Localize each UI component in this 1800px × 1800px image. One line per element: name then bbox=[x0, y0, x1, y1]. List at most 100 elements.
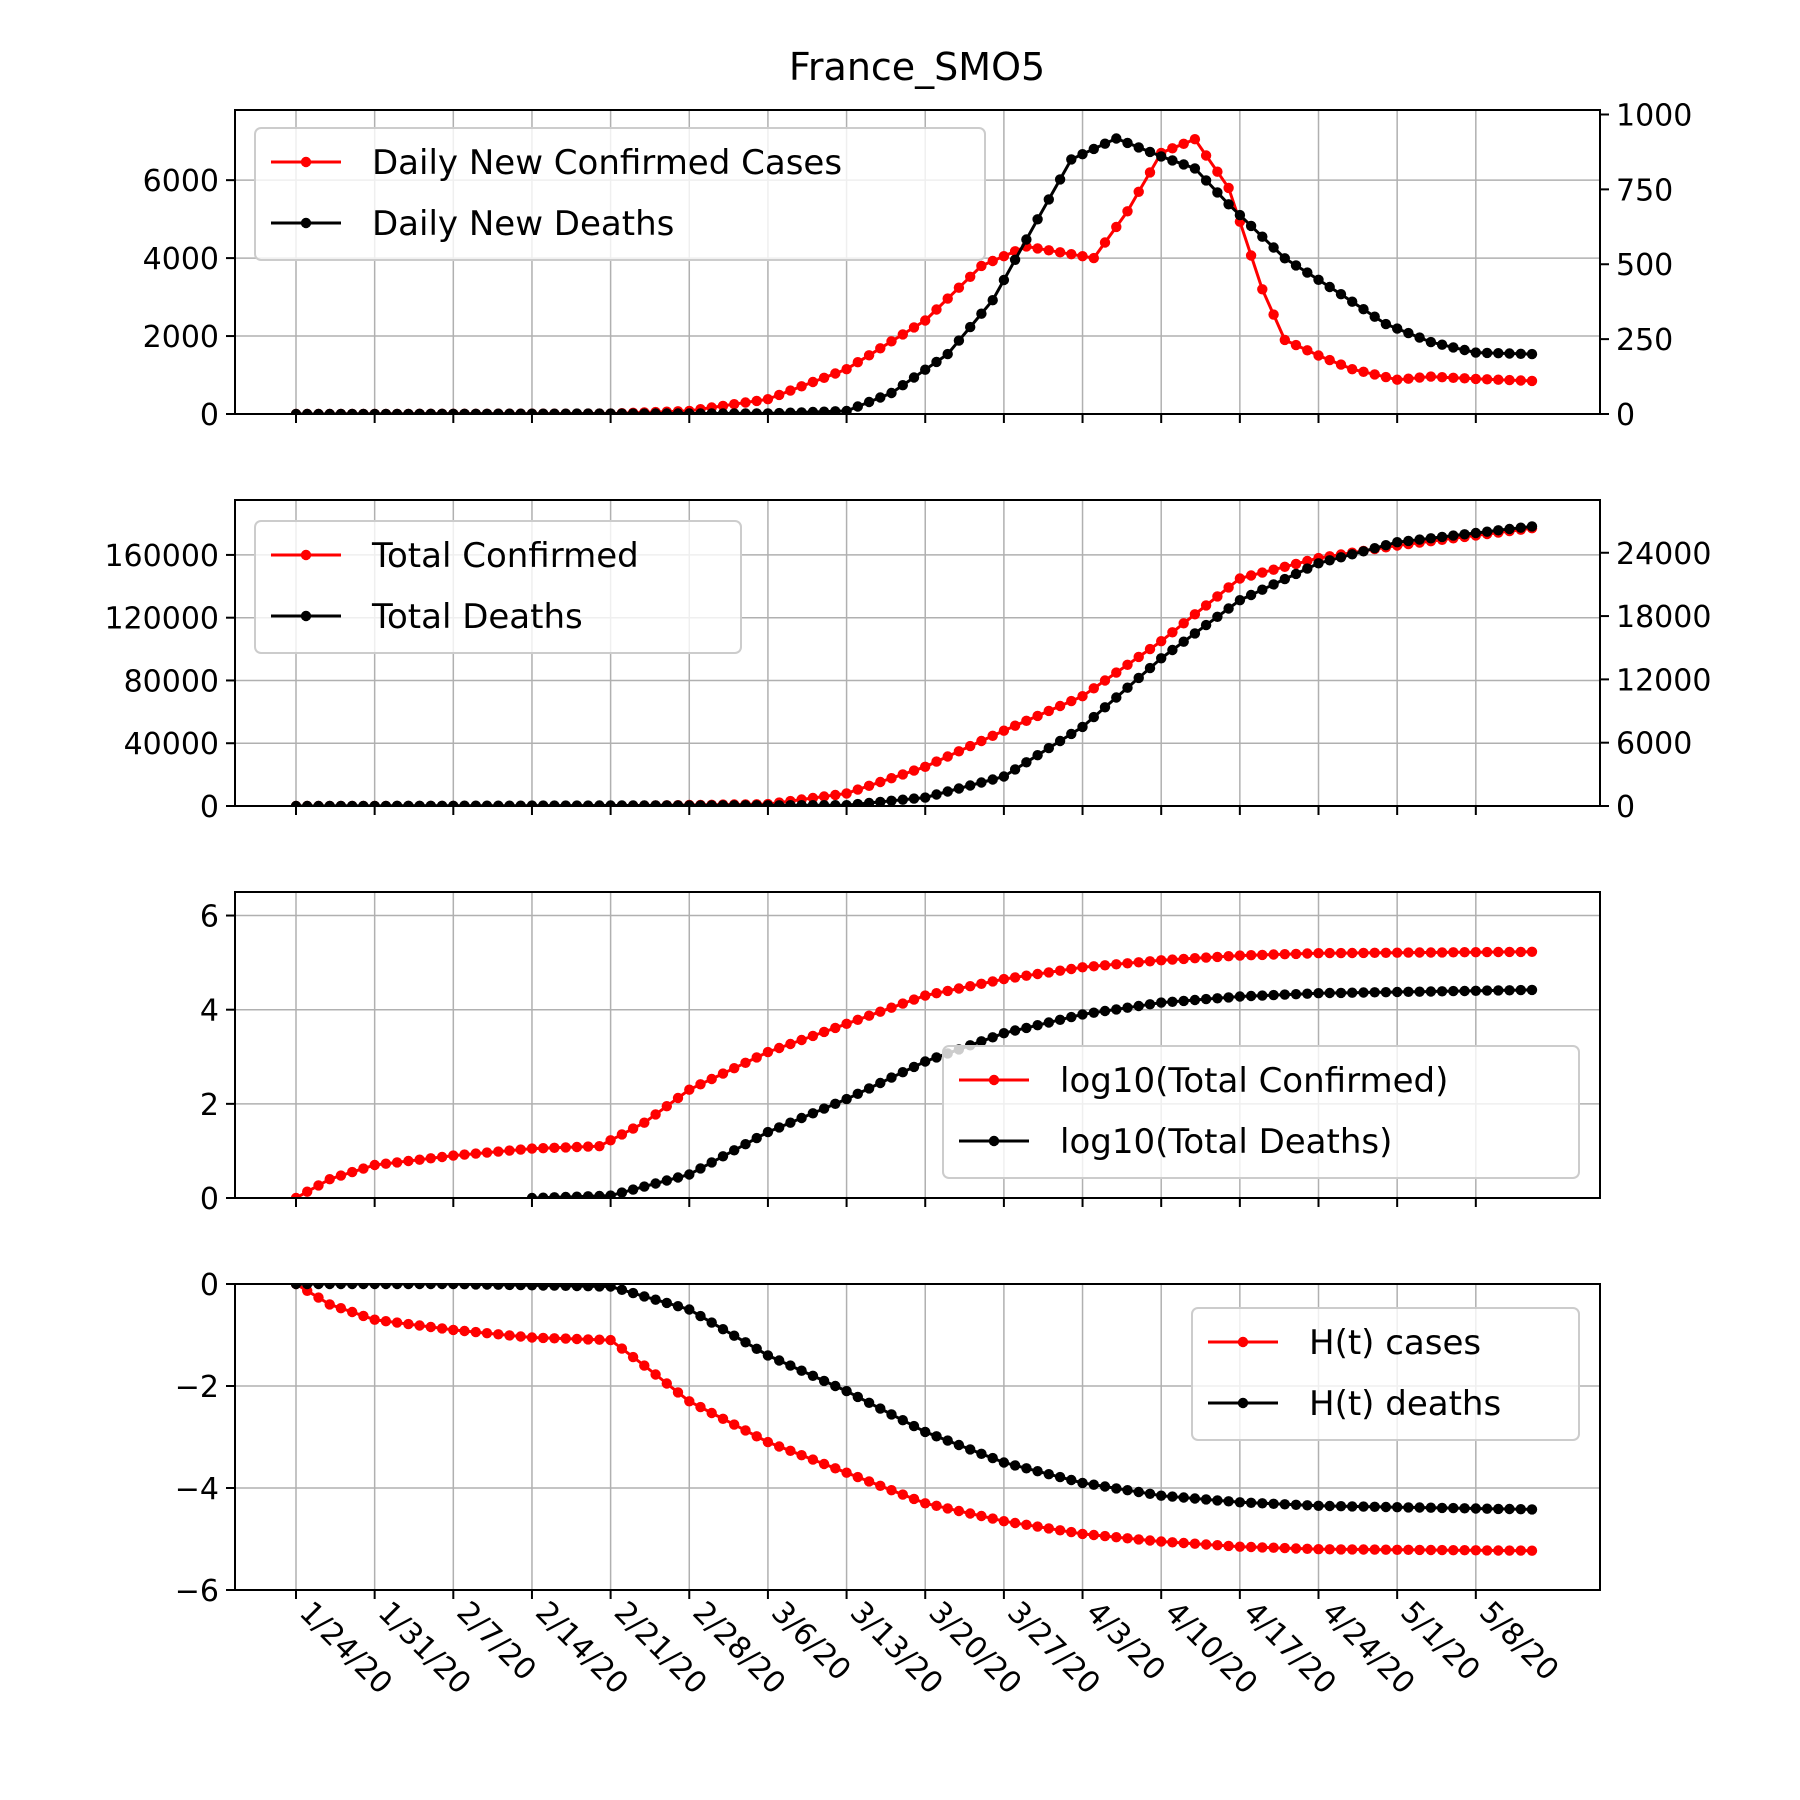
data-point bbox=[470, 1148, 481, 1159]
data-point bbox=[1481, 526, 1493, 537]
data-point bbox=[1403, 327, 1414, 339]
data-point bbox=[1077, 149, 1088, 160]
data-point bbox=[627, 1287, 639, 1299]
data-point bbox=[1279, 949, 1291, 960]
data-point bbox=[1414, 534, 1425, 545]
data-point bbox=[1043, 742, 1055, 754]
data-point bbox=[740, 408, 751, 414]
data-point bbox=[1493, 525, 1504, 536]
data-point bbox=[1436, 986, 1448, 997]
data-point bbox=[1088, 1479, 1100, 1490]
data-point bbox=[1189, 609, 1201, 620]
legend: Daily New Confirmed Cases Daily New Death… bbox=[254, 127, 986, 261]
data-point bbox=[1043, 245, 1055, 256]
data-point bbox=[369, 1314, 380, 1325]
data-point bbox=[1021, 715, 1032, 726]
data-point bbox=[1481, 374, 1493, 385]
data-point bbox=[1414, 372, 1425, 383]
y2-tick-label: 24000 bbox=[1616, 537, 1711, 572]
data-point bbox=[1178, 1492, 1189, 1503]
data-point bbox=[1077, 1528, 1088, 1540]
data-point bbox=[425, 1321, 436, 1333]
data-point bbox=[751, 1431, 762, 1442]
data-point bbox=[875, 796, 886, 806]
data-point bbox=[515, 800, 526, 806]
data-point bbox=[1493, 374, 1504, 385]
data-point bbox=[358, 1310, 369, 1322]
data-point bbox=[302, 800, 313, 806]
data-point bbox=[717, 1324, 729, 1335]
data-point bbox=[538, 1192, 549, 1198]
data-point bbox=[1459, 344, 1470, 356]
data-point bbox=[818, 791, 830, 802]
data-point bbox=[1245, 1497, 1257, 1509]
data-point bbox=[1515, 1545, 1527, 1556]
data-point bbox=[672, 1387, 684, 1398]
legend-entry: Total Confirmed bbox=[371, 536, 639, 576]
data-point bbox=[1425, 986, 1437, 997]
data-point bbox=[1347, 296, 1358, 307]
data-point bbox=[1380, 540, 1392, 551]
data-point bbox=[897, 380, 908, 391]
data-point bbox=[1481, 347, 1493, 359]
data-point bbox=[1470, 1503, 1482, 1514]
data-point bbox=[1189, 134, 1201, 145]
data-point bbox=[1526, 984, 1538, 996]
legend-entry: log10(Total Deaths) bbox=[1060, 1122, 1392, 1162]
data-point bbox=[1470, 347, 1482, 358]
data-point bbox=[1369, 543, 1380, 554]
data-point bbox=[1448, 342, 1459, 353]
data-point bbox=[1212, 1495, 1223, 1506]
data-point bbox=[1369, 947, 1380, 958]
data-point bbox=[605, 800, 616, 806]
data-point bbox=[807, 376, 819, 388]
data-point bbox=[1099, 237, 1111, 248]
data-point bbox=[863, 1010, 875, 1021]
data-point bbox=[1156, 1536, 1167, 1547]
data-point bbox=[1436, 372, 1448, 383]
data-point bbox=[1099, 960, 1111, 971]
data-point bbox=[302, 408, 313, 414]
data-point bbox=[942, 348, 953, 360]
data-point bbox=[1077, 251, 1088, 262]
data-point bbox=[987, 1032, 998, 1043]
data-point bbox=[1032, 1466, 1043, 1477]
data-point bbox=[875, 1006, 886, 1017]
data-point bbox=[1111, 133, 1122, 144]
data-point bbox=[908, 322, 920, 333]
legend-swatch-marker bbox=[988, 1135, 1000, 1147]
data-point bbox=[908, 1061, 920, 1073]
data-point bbox=[1223, 199, 1234, 210]
data-point bbox=[740, 1057, 751, 1069]
data-point bbox=[1369, 1544, 1380, 1555]
data-point bbox=[1077, 1009, 1088, 1020]
data-point bbox=[818, 1026, 830, 1038]
data-point bbox=[1144, 643, 1156, 655]
legend-box bbox=[1191, 1307, 1580, 1441]
data-point bbox=[1043, 705, 1055, 717]
data-point bbox=[830, 1463, 841, 1474]
data-point bbox=[830, 406, 841, 414]
data-point bbox=[459, 1325, 470, 1337]
data-point bbox=[852, 1471, 863, 1483]
data-point bbox=[1234, 1541, 1246, 1552]
data-point bbox=[1335, 552, 1347, 563]
data-point bbox=[706, 1157, 717, 1168]
data-point bbox=[1324, 354, 1335, 366]
data-point bbox=[582, 1334, 594, 1345]
data-point bbox=[1358, 987, 1369, 998]
data-point bbox=[639, 1291, 650, 1302]
data-point bbox=[987, 976, 998, 987]
data-point bbox=[1144, 146, 1156, 158]
data-point bbox=[1088, 711, 1100, 723]
data-point bbox=[1077, 1477, 1088, 1489]
data-point bbox=[1223, 1496, 1234, 1507]
data-point bbox=[1436, 339, 1448, 350]
data-point bbox=[1245, 1541, 1257, 1553]
data-point bbox=[706, 800, 717, 806]
data-point bbox=[1279, 253, 1291, 264]
data-point bbox=[526, 800, 538, 806]
data-point bbox=[324, 800, 335, 806]
data-point bbox=[751, 800, 762, 806]
data-point bbox=[1043, 1017, 1055, 1028]
